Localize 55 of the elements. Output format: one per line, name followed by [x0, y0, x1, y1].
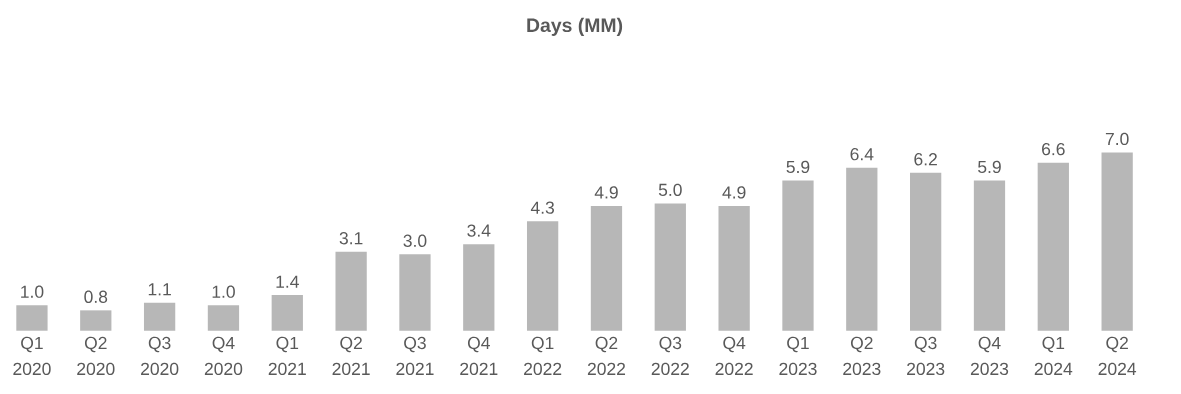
- chart-title: Days (MM): [527, 17, 623, 36]
- x-tick-label: Q2 2021: [332, 336, 370, 376]
- bar: [654, 203, 686, 331]
- x-tick-label: Q1 2020: [13, 336, 51, 376]
- x-tick-label: Q2 2023: [843, 336, 881, 376]
- bar: [846, 167, 878, 331]
- x-tick-label: Q3 2022: [651, 336, 689, 376]
- x-tick-label: Q1 2023: [779, 336, 817, 376]
- data-label: 5.0: [658, 183, 682, 196]
- x-tick-label: Q4 2023: [970, 336, 1009, 376]
- data-label: 6.4: [850, 147, 874, 161]
- bar: [80, 310, 112, 331]
- data-label: 3.1: [339, 232, 363, 245]
- data-label: 5.9: [978, 160, 1001, 174]
- bar: [1101, 152, 1133, 331]
- data-label: 7.0: [1105, 132, 1129, 146]
- bar: [207, 305, 240, 331]
- data-label: 4.9: [594, 186, 618, 199]
- data-label: 1.4: [276, 275, 299, 288]
- data-label: 4.3: [530, 201, 555, 214]
- data-label: 1.0: [21, 285, 44, 298]
- x-tick-label: Q1 2024: [1034, 336, 1073, 376]
- data-label: 5.9: [786, 160, 810, 174]
- data-label: 0.8: [84, 290, 108, 303]
- x-tick-label: Q4 2022: [715, 336, 753, 376]
- bar: [526, 221, 559, 331]
- x-tick-label: Q2 2024: [1098, 336, 1137, 376]
- x-tick-label: Q1 2022: [524, 336, 562, 376]
- data-label: 6.2: [914, 153, 937, 166]
- bar: [718, 205, 750, 331]
- data-label: 3.0: [403, 234, 427, 247]
- bar: [910, 172, 942, 331]
- data-label: 6.6: [1042, 142, 1065, 156]
- data-label: 4.9: [722, 186, 746, 199]
- bar: [16, 305, 48, 331]
- x-tick-label: Q3 2021: [396, 336, 434, 376]
- bar: [590, 205, 623, 331]
- data-label: 1.0: [212, 285, 235, 298]
- x-tick-label: Q3 2020: [141, 336, 179, 376]
- x-tick-label: Q2 2022: [587, 336, 626, 376]
- bar: [335, 251, 367, 331]
- data-label: 3.4: [467, 224, 491, 237]
- x-tick-label: Q2 2020: [77, 336, 115, 376]
- bar: [399, 254, 431, 331]
- bar: [271, 295, 303, 331]
- bar: [143, 302, 176, 331]
- x-tick-label: Q3 2023: [907, 336, 945, 376]
- bar: [463, 244, 495, 331]
- bar: [1037, 162, 1069, 331]
- bar: [782, 180, 814, 331]
- x-tick-label: Q4 2020: [204, 336, 243, 376]
- data-label: 1.1: [148, 283, 171, 296]
- x-tick-label: Q1 2021: [268, 336, 306, 376]
- bar: [973, 180, 1006, 331]
- x-tick-label: Q4 2021: [460, 336, 498, 376]
